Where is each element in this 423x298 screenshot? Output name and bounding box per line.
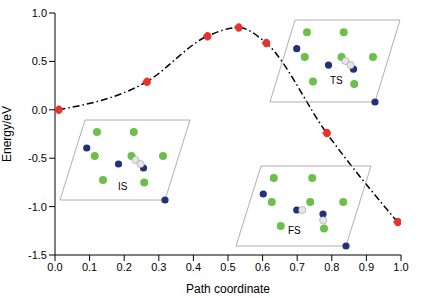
svg-text:-1.0: -1.0 xyxy=(28,201,47,213)
svg-text:Path coordinate: Path coordinate xyxy=(186,282,270,296)
svg-text:0.5: 0.5 xyxy=(32,55,47,67)
svg-text:-1.5: -1.5 xyxy=(28,249,47,261)
svg-text:1.0: 1.0 xyxy=(393,261,408,273)
svg-text:0.8: 0.8 xyxy=(324,261,339,273)
svg-text:0.6: 0.6 xyxy=(255,261,270,273)
svg-text:0.0: 0.0 xyxy=(32,104,47,116)
svg-text:0.9: 0.9 xyxy=(359,261,374,273)
svg-text:Energy/eV: Energy/eV xyxy=(0,106,14,162)
svg-text:0.5: 0.5 xyxy=(220,261,235,273)
svg-text:0.3: 0.3 xyxy=(151,261,166,273)
svg-text:0.1: 0.1 xyxy=(82,261,97,273)
svg-text:0.7: 0.7 xyxy=(290,261,305,273)
svg-text:0.0: 0.0 xyxy=(47,261,62,273)
svg-text:0.4: 0.4 xyxy=(186,261,201,273)
svg-text:TS: TS xyxy=(330,75,343,86)
svg-text:FS: FS xyxy=(288,225,301,236)
svg-text:IS: IS xyxy=(118,181,128,192)
svg-text:-0.5: -0.5 xyxy=(28,152,47,164)
svg-text:1.0: 1.0 xyxy=(32,7,47,19)
svg-text:0.2: 0.2 xyxy=(117,261,132,273)
